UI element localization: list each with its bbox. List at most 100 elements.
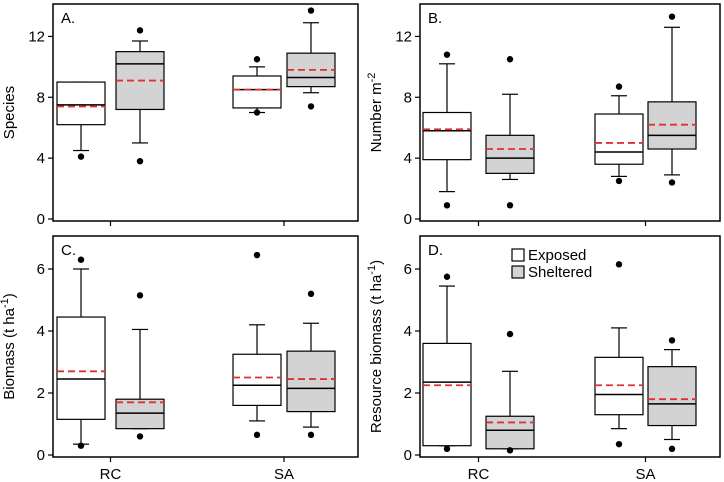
panel-c: C. 0 2 4 6 Biomass (t ha-1) RC SA xyxy=(0,235,359,482)
outlier-point xyxy=(253,56,261,63)
box-sheltered-sa xyxy=(286,290,336,439)
iqr-box xyxy=(56,316,106,420)
y-tick-label: 0 xyxy=(37,211,45,228)
panel-label: A. xyxy=(61,10,75,27)
y-tick-label: 8 xyxy=(404,89,412,106)
iqr-box xyxy=(286,350,336,413)
iqr-box xyxy=(485,415,535,450)
outlier-point xyxy=(136,27,144,34)
plot-frame xyxy=(52,235,359,458)
y-axis-label: Biomass (t ha-1) xyxy=(0,293,18,399)
y-tick-label: 4 xyxy=(37,150,45,167)
outlier-point xyxy=(253,251,261,259)
outlier-point xyxy=(253,431,261,439)
box-sheltered-sa xyxy=(647,13,697,186)
iqr-box xyxy=(115,398,165,430)
outlier-point xyxy=(307,103,315,110)
outlier-point xyxy=(615,440,623,448)
y-tick-label: 12 xyxy=(395,28,412,45)
y-tick-label: 0 xyxy=(37,447,45,464)
plot-frame xyxy=(419,3,721,222)
legend-swatch-exposed xyxy=(511,248,525,262)
y-tick-label: 8 xyxy=(37,89,45,106)
box-sheltered-rc xyxy=(485,330,535,454)
box-exposed-rc xyxy=(56,81,106,160)
outlier-point xyxy=(668,445,676,452)
iqr-box xyxy=(594,113,644,165)
y-tick-label: 2 xyxy=(404,385,412,402)
plot-frame xyxy=(52,3,359,222)
outlier-point xyxy=(443,51,451,58)
y-tick-label: 6 xyxy=(37,261,45,278)
x-tick-label: SA xyxy=(635,466,655,482)
outlier-point xyxy=(136,157,144,165)
iqr-box xyxy=(232,353,282,407)
x-tick-label: RC xyxy=(468,466,490,482)
y-tick-label: 4 xyxy=(404,323,412,340)
outlier-point xyxy=(668,337,676,344)
outlier-point xyxy=(77,256,85,263)
iqr-box xyxy=(647,366,697,427)
box-exposed-rc xyxy=(422,51,472,209)
box-exposed-rc xyxy=(56,256,106,449)
outlier-point xyxy=(615,261,623,268)
y-tick-label: 0 xyxy=(404,447,412,464)
outlier-point xyxy=(668,13,676,20)
box-sheltered-rc xyxy=(115,292,165,440)
panel-b: B. 0 4 8 12 Number m-2 xyxy=(366,3,721,228)
y-tick-label: 4 xyxy=(404,150,412,167)
y-tick-label: 4 xyxy=(37,323,45,340)
iqr-box xyxy=(232,75,282,109)
outlier-point xyxy=(443,202,451,209)
outlier-point xyxy=(506,447,514,454)
outlier-point xyxy=(668,179,676,186)
box-exposed-sa xyxy=(594,83,644,185)
legend-swatch-sheltered xyxy=(511,265,525,279)
y-tick-label: 6 xyxy=(404,261,412,278)
outlier-point xyxy=(615,177,623,185)
box-sheltered-sa xyxy=(286,7,336,110)
outlier-point xyxy=(443,445,451,452)
box-exposed-rc xyxy=(422,273,472,452)
box-sheltered-rc xyxy=(115,27,165,165)
x-tick-label: RC xyxy=(100,466,122,482)
iqr-box xyxy=(485,134,535,174)
outlier-point xyxy=(506,330,514,338)
iqr-box xyxy=(422,342,472,447)
y-axis-label: Resource biomass (t ha-1) xyxy=(366,260,385,433)
outlier-point xyxy=(307,431,315,439)
panel-label: B. xyxy=(428,10,442,27)
box-exposed-sa xyxy=(232,56,282,116)
iqr-box xyxy=(56,81,106,126)
y-axis-label: Number m-2 xyxy=(366,73,385,153)
y-axis-label: Species xyxy=(1,86,18,139)
plot-frame xyxy=(419,235,721,458)
box-sheltered-rc xyxy=(485,56,535,209)
outlier-point xyxy=(253,109,261,116)
outlier-point xyxy=(136,433,144,440)
outlier-point xyxy=(506,56,514,63)
panel-label: C. xyxy=(61,242,76,259)
outlier-point xyxy=(307,7,315,14)
outlier-point xyxy=(443,273,451,280)
box-sheltered-sa xyxy=(647,337,697,452)
y-tick-label: 2 xyxy=(37,385,45,402)
box-exposed-sa xyxy=(594,261,644,448)
y-tick-label: 12 xyxy=(28,28,45,45)
panel-a: A. 0 4 8 12 Species xyxy=(1,3,359,228)
box-exposed-sa xyxy=(232,251,282,439)
panel-label: D. xyxy=(428,242,443,259)
iqr-box xyxy=(422,111,472,161)
y-tick-label: 0 xyxy=(404,211,412,228)
outlier-point xyxy=(77,153,85,160)
outlier-point xyxy=(307,290,315,297)
legend-label-exposed: Exposed xyxy=(528,247,586,264)
legend-label-sheltered: Sheltered xyxy=(528,264,592,281)
outlier-point xyxy=(77,442,85,449)
panel-d: D. 0 2 4 6 Resource biomass (t ha-1) RC SA Expos… xyxy=(366,235,721,482)
outlier-point xyxy=(615,83,623,90)
outlier-point xyxy=(136,292,144,299)
outlier-point xyxy=(506,202,514,209)
